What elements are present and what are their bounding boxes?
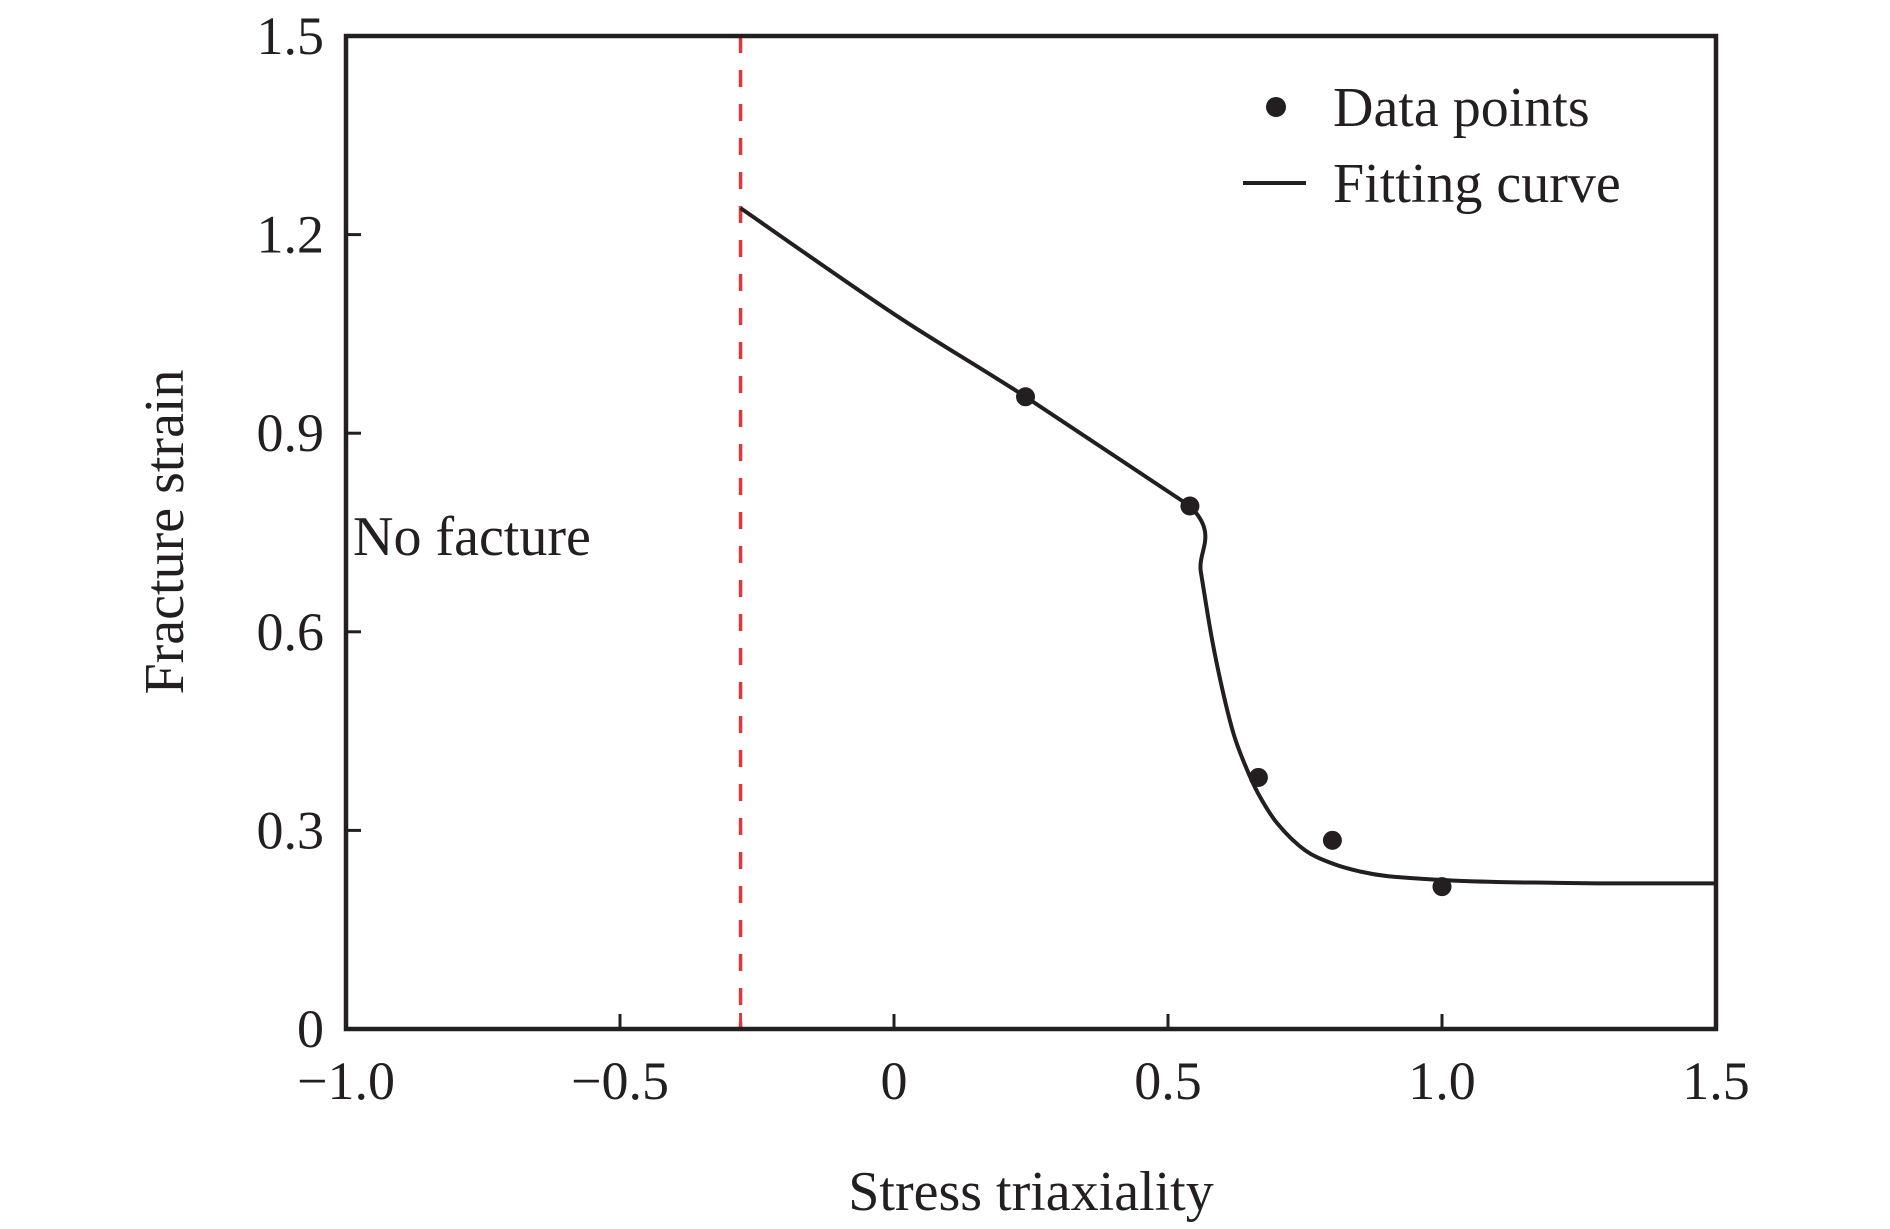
legend: Data points Fitting curve	[1243, 77, 1621, 215]
y-tick-label: 0.6	[257, 602, 325, 662]
x-axis-title: Stress triaxiality	[848, 1161, 1214, 1223]
y-tick-label: 0.3	[257, 800, 325, 860]
data-point	[1180, 496, 1200, 516]
data-point	[1016, 387, 1036, 407]
y-tick-label: 1.5	[257, 6, 325, 66]
plot-frame	[343, 33, 1719, 1032]
ticks-layer: −1.0 −0.5 0 0.5 1.0 1.5 0 0.3 0.6 0.9 1.2 1.5	[257, 6, 1750, 1111]
x-tick-label: 0	[881, 1051, 908, 1111]
x-tick-label: 1.5	[1682, 1051, 1750, 1111]
x-tick-label: 1.0	[1408, 1051, 1476, 1111]
y-tick-label: 1.2	[257, 205, 325, 265]
points-layer	[1016, 387, 1452, 897]
x-tick-label: −1.0	[297, 1051, 395, 1111]
y-tick-label: 0	[297, 999, 324, 1059]
y-axis-title: Fracture strain	[134, 370, 196, 695]
fitting-curve-line	[739, 206, 1717, 886]
x-tick-label: 0.5	[1134, 1051, 1202, 1111]
y-tick-label: 0.9	[257, 403, 325, 463]
legend-marker-data-points	[1266, 97, 1286, 117]
legend-label-fitting-curve: Fitting curve	[1333, 153, 1621, 215]
no-fracture-annotation: No facture	[353, 506, 591, 568]
legend-label-data-points: Data points	[1333, 77, 1590, 139]
curve-layer	[739, 206, 1717, 886]
data-point	[1248, 767, 1268, 787]
x-tick-label: −0.5	[571, 1051, 669, 1111]
data-point	[1322, 830, 1342, 850]
axes-layer	[343, 33, 1719, 1032]
data-point	[1432, 877, 1452, 897]
